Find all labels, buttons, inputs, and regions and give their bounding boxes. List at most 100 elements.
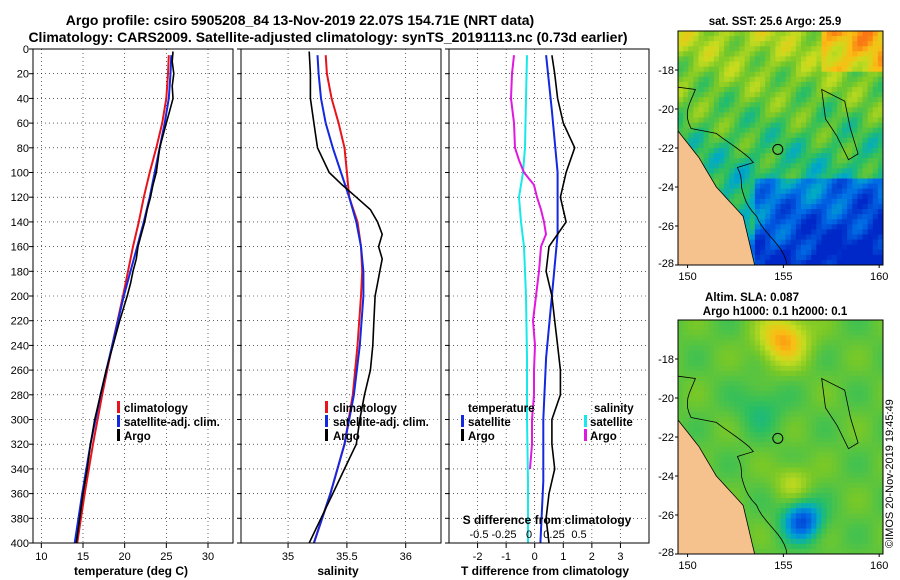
map-cell (795, 168, 802, 174)
map-cell (862, 71, 869, 78)
map-cell (708, 56, 715, 62)
map-cell (831, 442, 838, 448)
map-cell (806, 259, 812, 265)
map-cell (703, 360, 710, 367)
map-cell (867, 193, 874, 200)
map-cell (795, 416, 802, 423)
map-cell (852, 355, 858, 362)
map-cell (713, 472, 720, 479)
map-cell (831, 183, 838, 190)
map-cell (857, 76, 863, 83)
map-cell (703, 163, 710, 169)
map-cell (795, 543, 802, 550)
map-cell (785, 416, 792, 423)
map-cell (826, 102, 833, 108)
map-cell (765, 61, 771, 68)
map-cell (857, 153, 863, 159)
map-cell (811, 224, 817, 230)
map-cell (826, 325, 833, 331)
map-cell (831, 76, 838, 83)
depth-tick-320: 320 (11, 439, 29, 451)
map-cell (744, 219, 751, 225)
map-cell (780, 508, 787, 514)
map-cell (729, 355, 735, 362)
map-cell (831, 421, 838, 428)
map-cell (770, 36, 776, 42)
map-cell (729, 188, 735, 195)
map-cell (734, 122, 740, 129)
map-cell (754, 365, 761, 372)
map-cell (698, 56, 705, 62)
map-cell (739, 56, 746, 62)
map-cell (683, 107, 689, 113)
map-cell (821, 528, 828, 535)
map-cell (857, 188, 863, 195)
map-cell (816, 518, 822, 524)
map-cell (877, 86, 883, 93)
map-cell (775, 365, 781, 372)
map-cell (754, 492, 761, 499)
map-cell (724, 188, 730, 195)
map-cell (724, 66, 730, 73)
map-cell (821, 259, 828, 265)
map-cell (729, 365, 735, 372)
map-cell (872, 431, 879, 438)
map-cell (765, 518, 771, 524)
map-cell (852, 86, 858, 93)
map-cell (683, 411, 689, 418)
map-cell (872, 31, 879, 37)
map-cell (749, 81, 756, 88)
map-cell (801, 66, 807, 73)
map-cell (877, 391, 883, 397)
map-cell (775, 249, 781, 256)
map-cell (842, 234, 848, 240)
map-cell (857, 229, 863, 235)
map-cell (847, 452, 853, 458)
map-cell (877, 163, 883, 169)
map-cell (770, 71, 776, 78)
sla-argo-marker (772, 432, 784, 444)
map-cell (811, 61, 817, 68)
map-cell (780, 142, 787, 149)
map-cell (852, 102, 858, 108)
map-cell (770, 508, 776, 514)
map-cell (862, 76, 869, 83)
t-diff-tick-0: 0 (532, 551, 538, 563)
map-cell (821, 81, 828, 88)
map-cell (842, 335, 848, 341)
map-cell (857, 41, 863, 47)
map-cell (826, 239, 833, 246)
map-cell (734, 381, 740, 387)
map-cell (739, 41, 746, 47)
map-cell (847, 51, 853, 57)
map-cell (857, 244, 863, 251)
map-cell (847, 76, 853, 83)
map-cell (847, 442, 853, 448)
map-cell (857, 421, 863, 428)
map-cell (862, 209, 869, 215)
map-cell (826, 518, 833, 524)
map-cell (795, 219, 802, 225)
map-cell (847, 437, 853, 443)
map-cell (826, 406, 833, 412)
map-cell (683, 375, 689, 382)
map-cell (739, 102, 746, 108)
map-cell (857, 117, 863, 123)
map-cell (770, 81, 776, 88)
map-cell (862, 411, 869, 418)
map-cell (816, 229, 822, 235)
map-cell (842, 259, 848, 265)
map-cell (795, 365, 802, 372)
map-cell (744, 355, 751, 362)
map-cell (729, 426, 735, 433)
map-cell (760, 467, 766, 474)
map-cell (713, 153, 720, 159)
map-cell (744, 198, 751, 205)
map-cell (790, 335, 797, 341)
map-cell (852, 467, 858, 474)
map-cell (806, 538, 812, 545)
map-cell (708, 335, 715, 341)
map-cell (729, 76, 735, 83)
map-cell (811, 81, 817, 88)
map-cell (811, 548, 817, 554)
